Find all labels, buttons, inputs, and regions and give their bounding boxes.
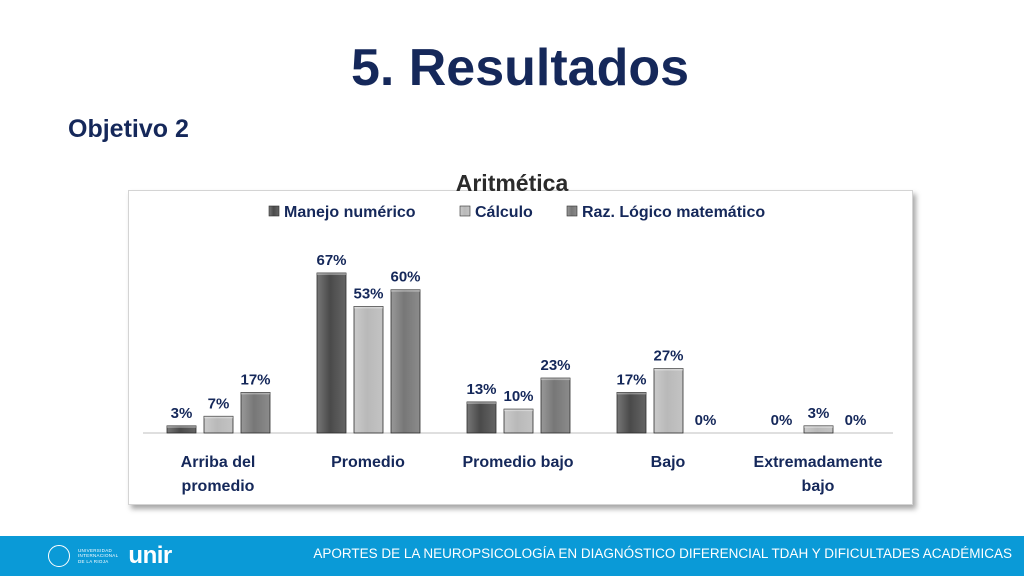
data-label: 67% [316, 252, 346, 269]
bar-highlight [241, 392, 270, 395]
bar [353, 306, 384, 434]
chart-title: Aritmética [455, 170, 569, 196]
data-label: 0% [695, 412, 717, 429]
logo-university-text: UNIVERSIDAD INTERNACIONAL DE LA RIOJA [78, 548, 118, 565]
data-label: 23% [540, 357, 570, 374]
bar [540, 377, 571, 434]
bar [616, 392, 647, 434]
category-label: Promedio [331, 454, 405, 471]
legend-label: Cálculo [475, 204, 533, 221]
data-label: 60% [390, 269, 420, 286]
bar-highlight [204, 416, 233, 419]
data-label: 17% [240, 371, 270, 388]
category-label: Extremadamente [754, 454, 883, 471]
bar [466, 401, 497, 434]
logo-line: DE LA RIOJA [78, 558, 109, 564]
data-label: 27% [653, 348, 683, 365]
bar-highlight [541, 378, 570, 381]
legend-label: Manejo numérico [284, 204, 416, 221]
data-label: 7% [208, 395, 230, 412]
logo-line: UNIVERSIDAD [78, 547, 113, 553]
crest-icon [48, 545, 70, 567]
category-label: promedio [182, 478, 255, 495]
chart-area: 3% 67% 13% 17% 0% 7% 53% 10% 27% 3% 17% 60% 23% 0% 0% A… [143, 204, 893, 495]
footer-text: APORTES DE LA NEUROPSICOLOGÍA EN DIAGNÓS… [313, 546, 1012, 561]
bar-highlight [804, 425, 833, 428]
bar [203, 415, 234, 434]
data-label: 0% [845, 412, 867, 429]
data-label: 3% [808, 405, 830, 422]
bar [803, 425, 834, 434]
bar [240, 392, 271, 434]
data-label: 0% [771, 412, 793, 429]
unir-logo: UNIVERSIDAD INTERNACIONAL DE LA RIOJA un… [48, 542, 172, 569]
bar-highlight [504, 409, 533, 412]
chart-frame [128, 190, 913, 505]
legend-swatch [459, 205, 471, 217]
legend-swatch [566, 205, 578, 217]
category-label: Promedio bajo [462, 454, 573, 471]
bar-highlight [354, 306, 383, 309]
data-label: 53% [353, 285, 383, 302]
bar-highlight [167, 425, 196, 428]
data-label: 3% [171, 405, 193, 422]
logo-line: INTERNACIONAL [78, 553, 119, 559]
bar [653, 368, 684, 434]
data-label: 10% [503, 388, 533, 405]
legend-swatch [268, 205, 280, 217]
slide-subtitle: Objetivo 2 [68, 115, 189, 143]
bar [503, 408, 534, 434]
slide-title: 5. Resultados [350, 39, 690, 97]
category-label: bajo [802, 478, 835, 495]
bar-highlight [654, 368, 683, 371]
data-label: 13% [466, 381, 496, 398]
logo-wordmark: unir [128, 542, 172, 569]
bar [316, 272, 347, 434]
bar [166, 425, 197, 434]
legend-label: Raz. Lógico matemático [582, 204, 765, 221]
bar [390, 289, 421, 434]
data-label: 17% [616, 371, 646, 388]
category-label: Arriba del [181, 454, 256, 471]
bar-highlight [317, 273, 346, 275]
category-label: Bajo [651, 454, 686, 471]
bar-highlight [467, 401, 496, 404]
bar-highlight [617, 392, 646, 395]
footer-bar: UNIVERSIDAD INTERNACIONAL DE LA RIOJA un… [0, 536, 1024, 576]
bar-highlight [391, 289, 420, 292]
